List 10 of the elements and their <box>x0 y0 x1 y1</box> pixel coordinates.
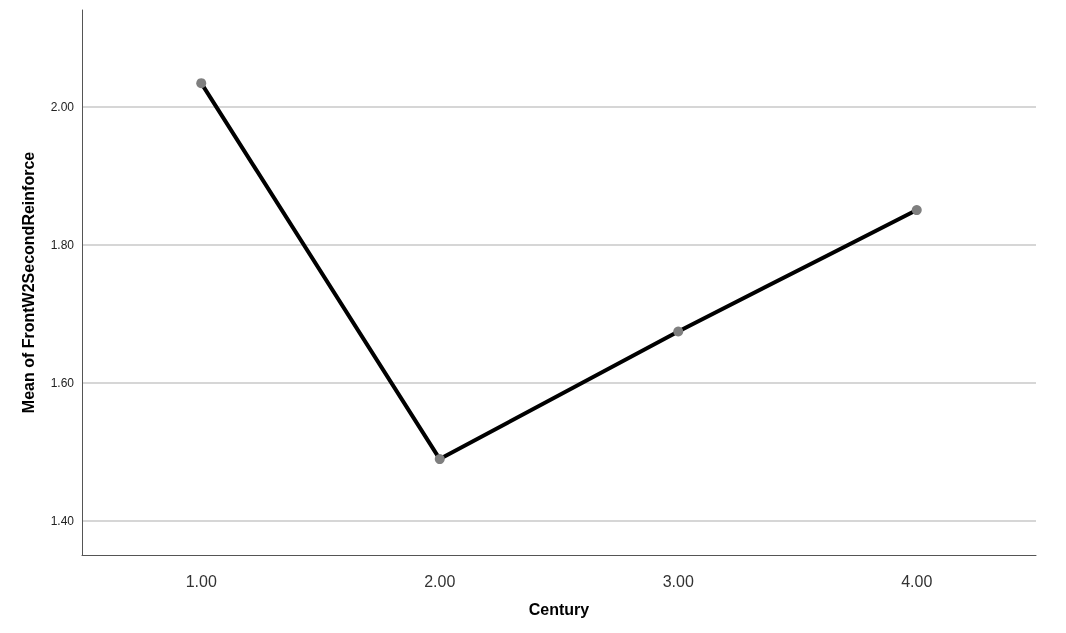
y-tick-label: 1.40 <box>50 513 75 528</box>
x-tick-label: 4.00 <box>901 572 933 590</box>
x-tick-label: 3.00 <box>662 572 694 590</box>
y-axis-title: Mean of FrontW2SecondReinforce <box>19 151 37 414</box>
y-tick-label: 1.80 <box>50 237 75 252</box>
x-tick-label: 2.00 <box>424 572 456 590</box>
x-tick-label: 1.00 <box>185 572 217 590</box>
y-tick-label: 2.00 <box>50 99 75 114</box>
x-axis-title: Century <box>528 600 590 618</box>
y-tick-label: 1.60 <box>50 375 75 390</box>
